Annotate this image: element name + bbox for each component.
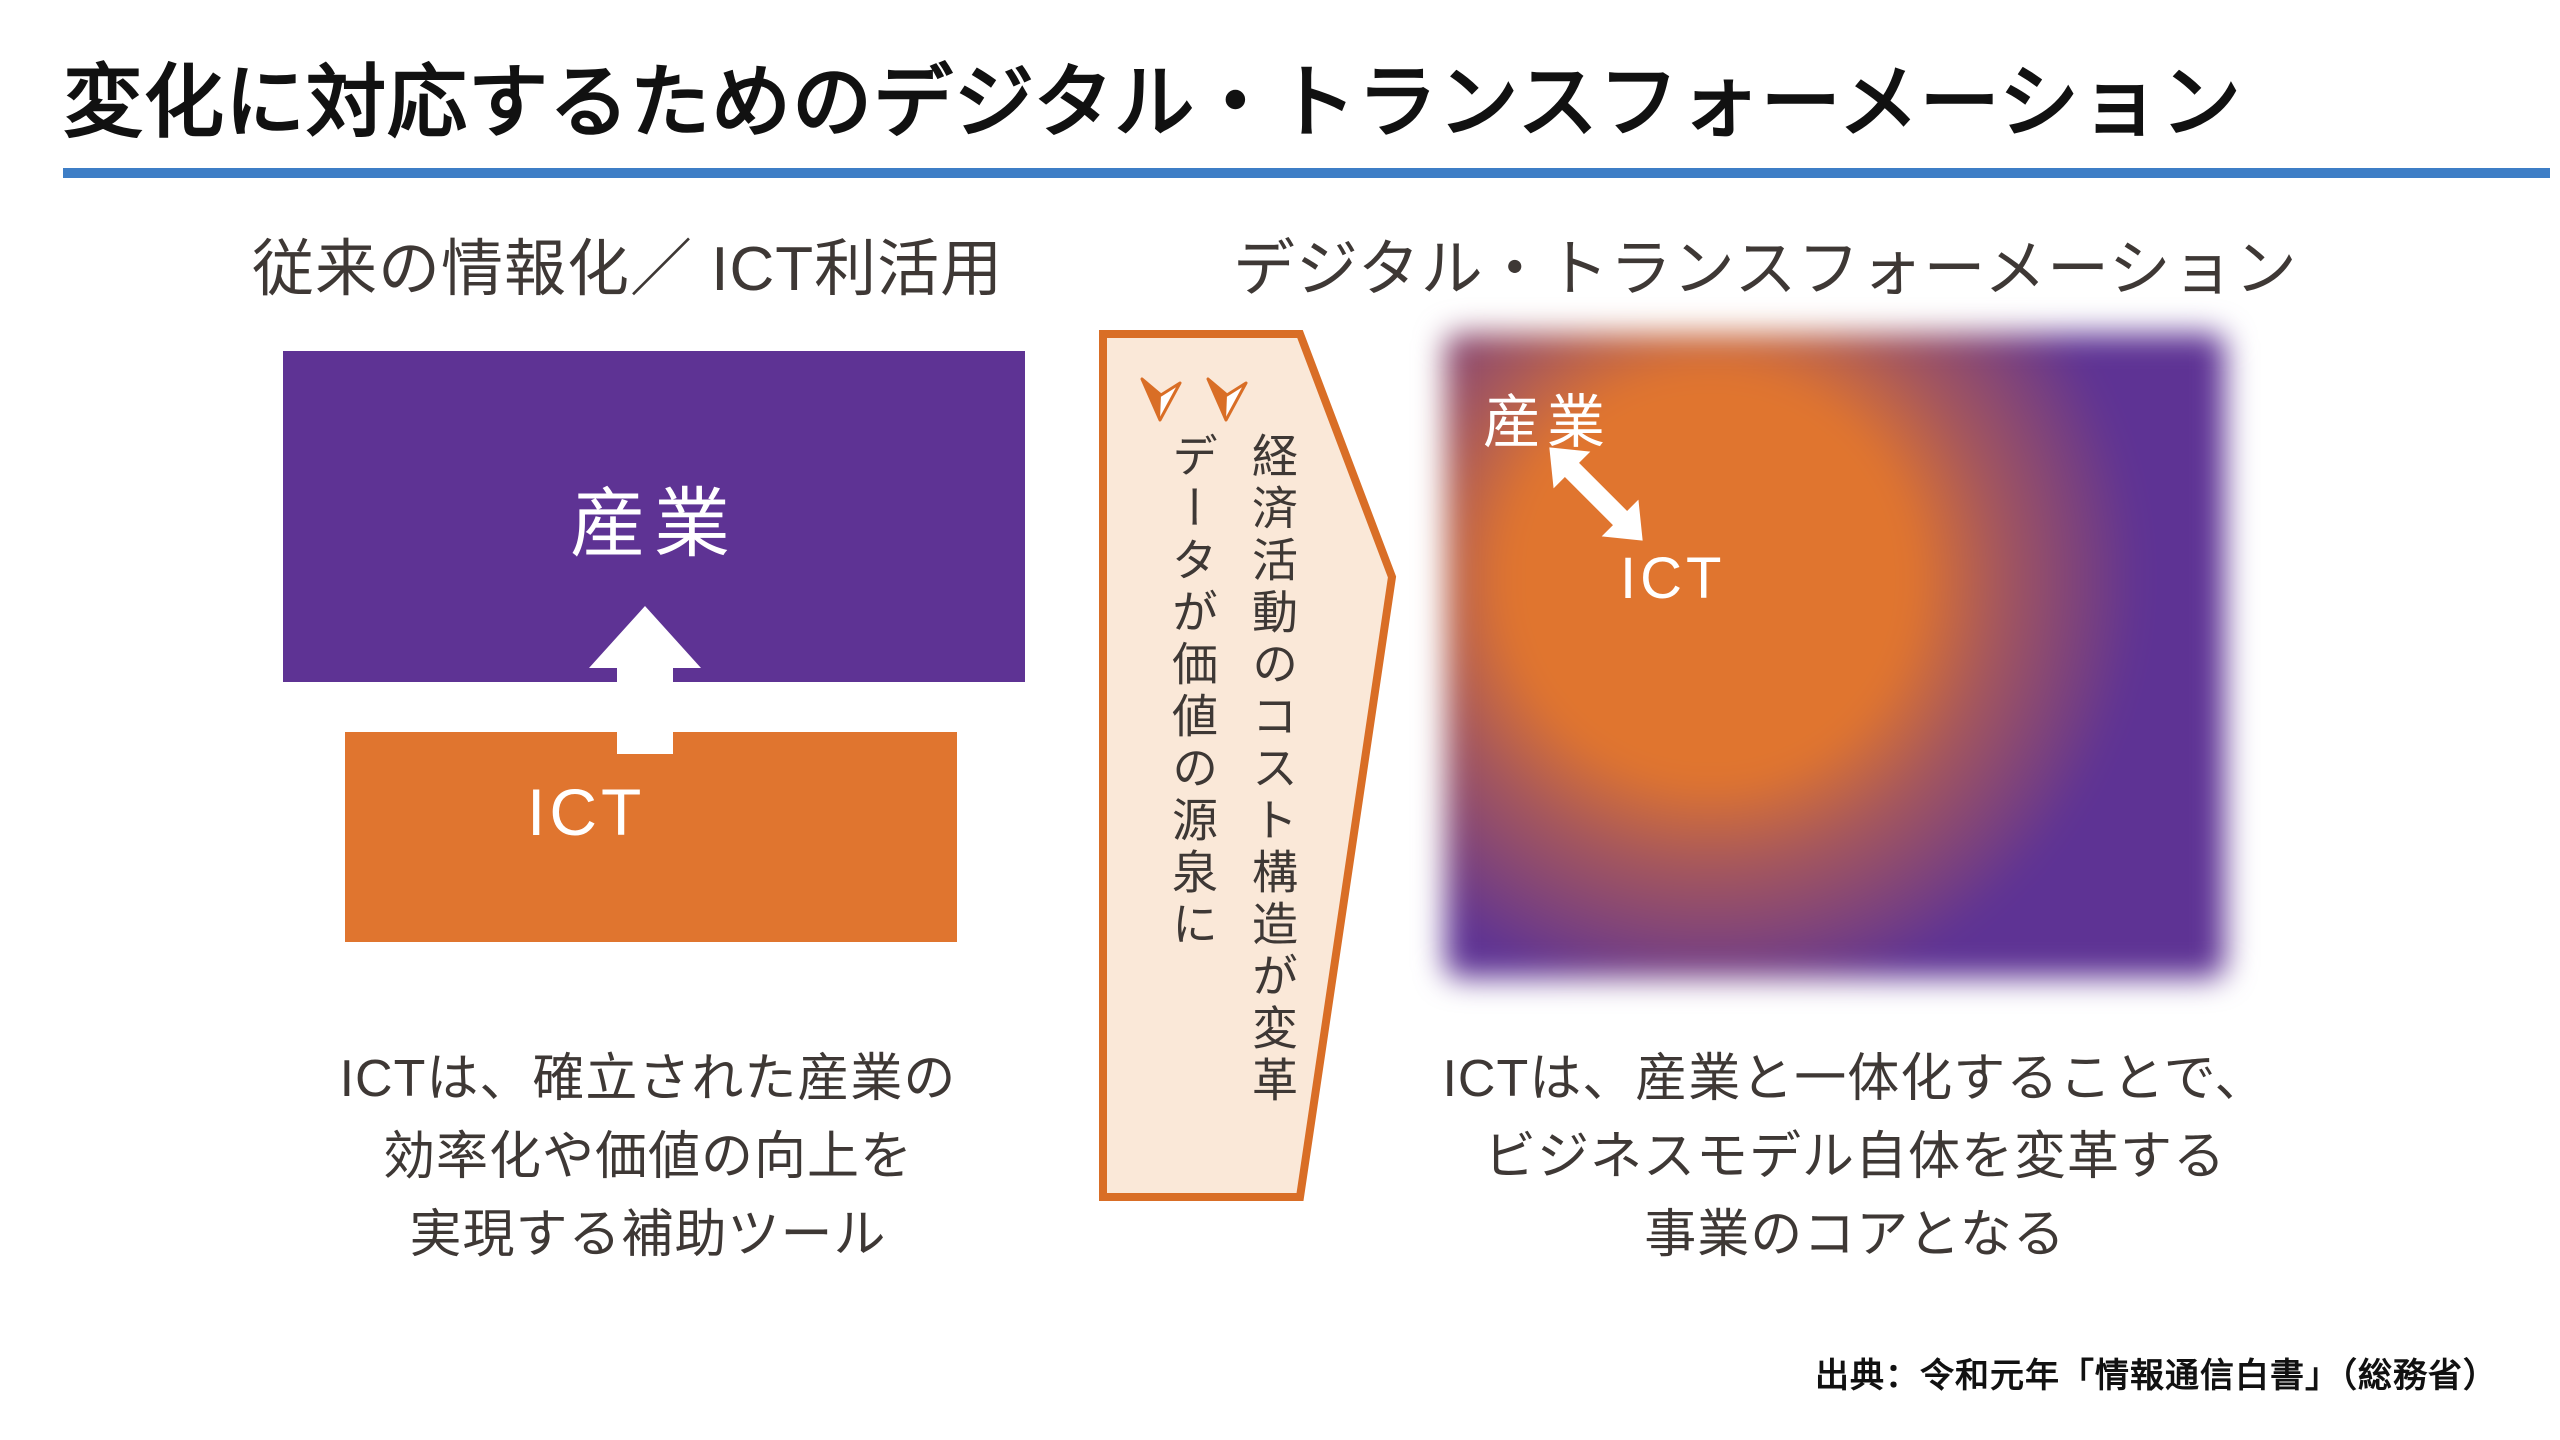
left-caption: ICTは、確立された産業の 効率化や価値の向上を 実現する補助ツール xyxy=(228,1040,1068,1274)
caption-line: ICTは、産業と一体化することで、 xyxy=(1442,1050,2268,1108)
dx-box: 産業 ICT xyxy=(1445,333,2225,978)
down-arrow-icon xyxy=(1206,377,1248,422)
double-arrow-icon xyxy=(1549,447,1643,541)
caption-line: ICTは、確立された産業の xyxy=(339,1050,957,1108)
callout-line-data: データが価値の源泉に xyxy=(1166,432,1218,952)
caption-line: 実現する補助ツール xyxy=(409,1206,887,1264)
down-arrow-icon xyxy=(1140,377,1182,422)
up-arrow-icon xyxy=(589,606,701,754)
source-note: 出典：令和元年「情報通信白書」（総務省） xyxy=(1815,1357,2498,1395)
left-section-header: 従来の情報化／ ICT利活用 xyxy=(252,235,1004,304)
callout-text: 経済活動のコスト構造が変革 データが価値の源泉に xyxy=(1135,432,1298,1212)
right-caption: ICTは、産業と一体化することで、 ビジネスモデル自体を変革する 事業のコアとな… xyxy=(1330,1040,2380,1274)
title-underline xyxy=(63,168,2550,178)
page-title: 変化に対応するためのデジタル・トランスフォーメーション xyxy=(63,58,2242,147)
ict-label: ICT xyxy=(527,775,646,849)
callout-line-cost: 経済活動のコスト構造が変革 xyxy=(1246,432,1298,1108)
ict-box: ICT xyxy=(345,732,957,942)
caption-line: ビジネスモデル自体を変革する xyxy=(1483,1128,2226,1186)
caption-line: 事業のコアとなる xyxy=(1644,1206,2066,1264)
dx-industry-label: 産業 xyxy=(1483,390,1612,455)
callout-shape xyxy=(1099,330,1397,1201)
industry-label: 産業 xyxy=(570,481,738,567)
right-section-header: デジタル・トランスフォーメーション xyxy=(1233,235,2298,304)
dx-ict-label: ICT xyxy=(1620,546,1726,611)
caption-line: 効率化や価値の向上を xyxy=(382,1128,913,1186)
dx-gradient xyxy=(1445,333,2225,978)
chevrons-group xyxy=(1140,377,1248,422)
